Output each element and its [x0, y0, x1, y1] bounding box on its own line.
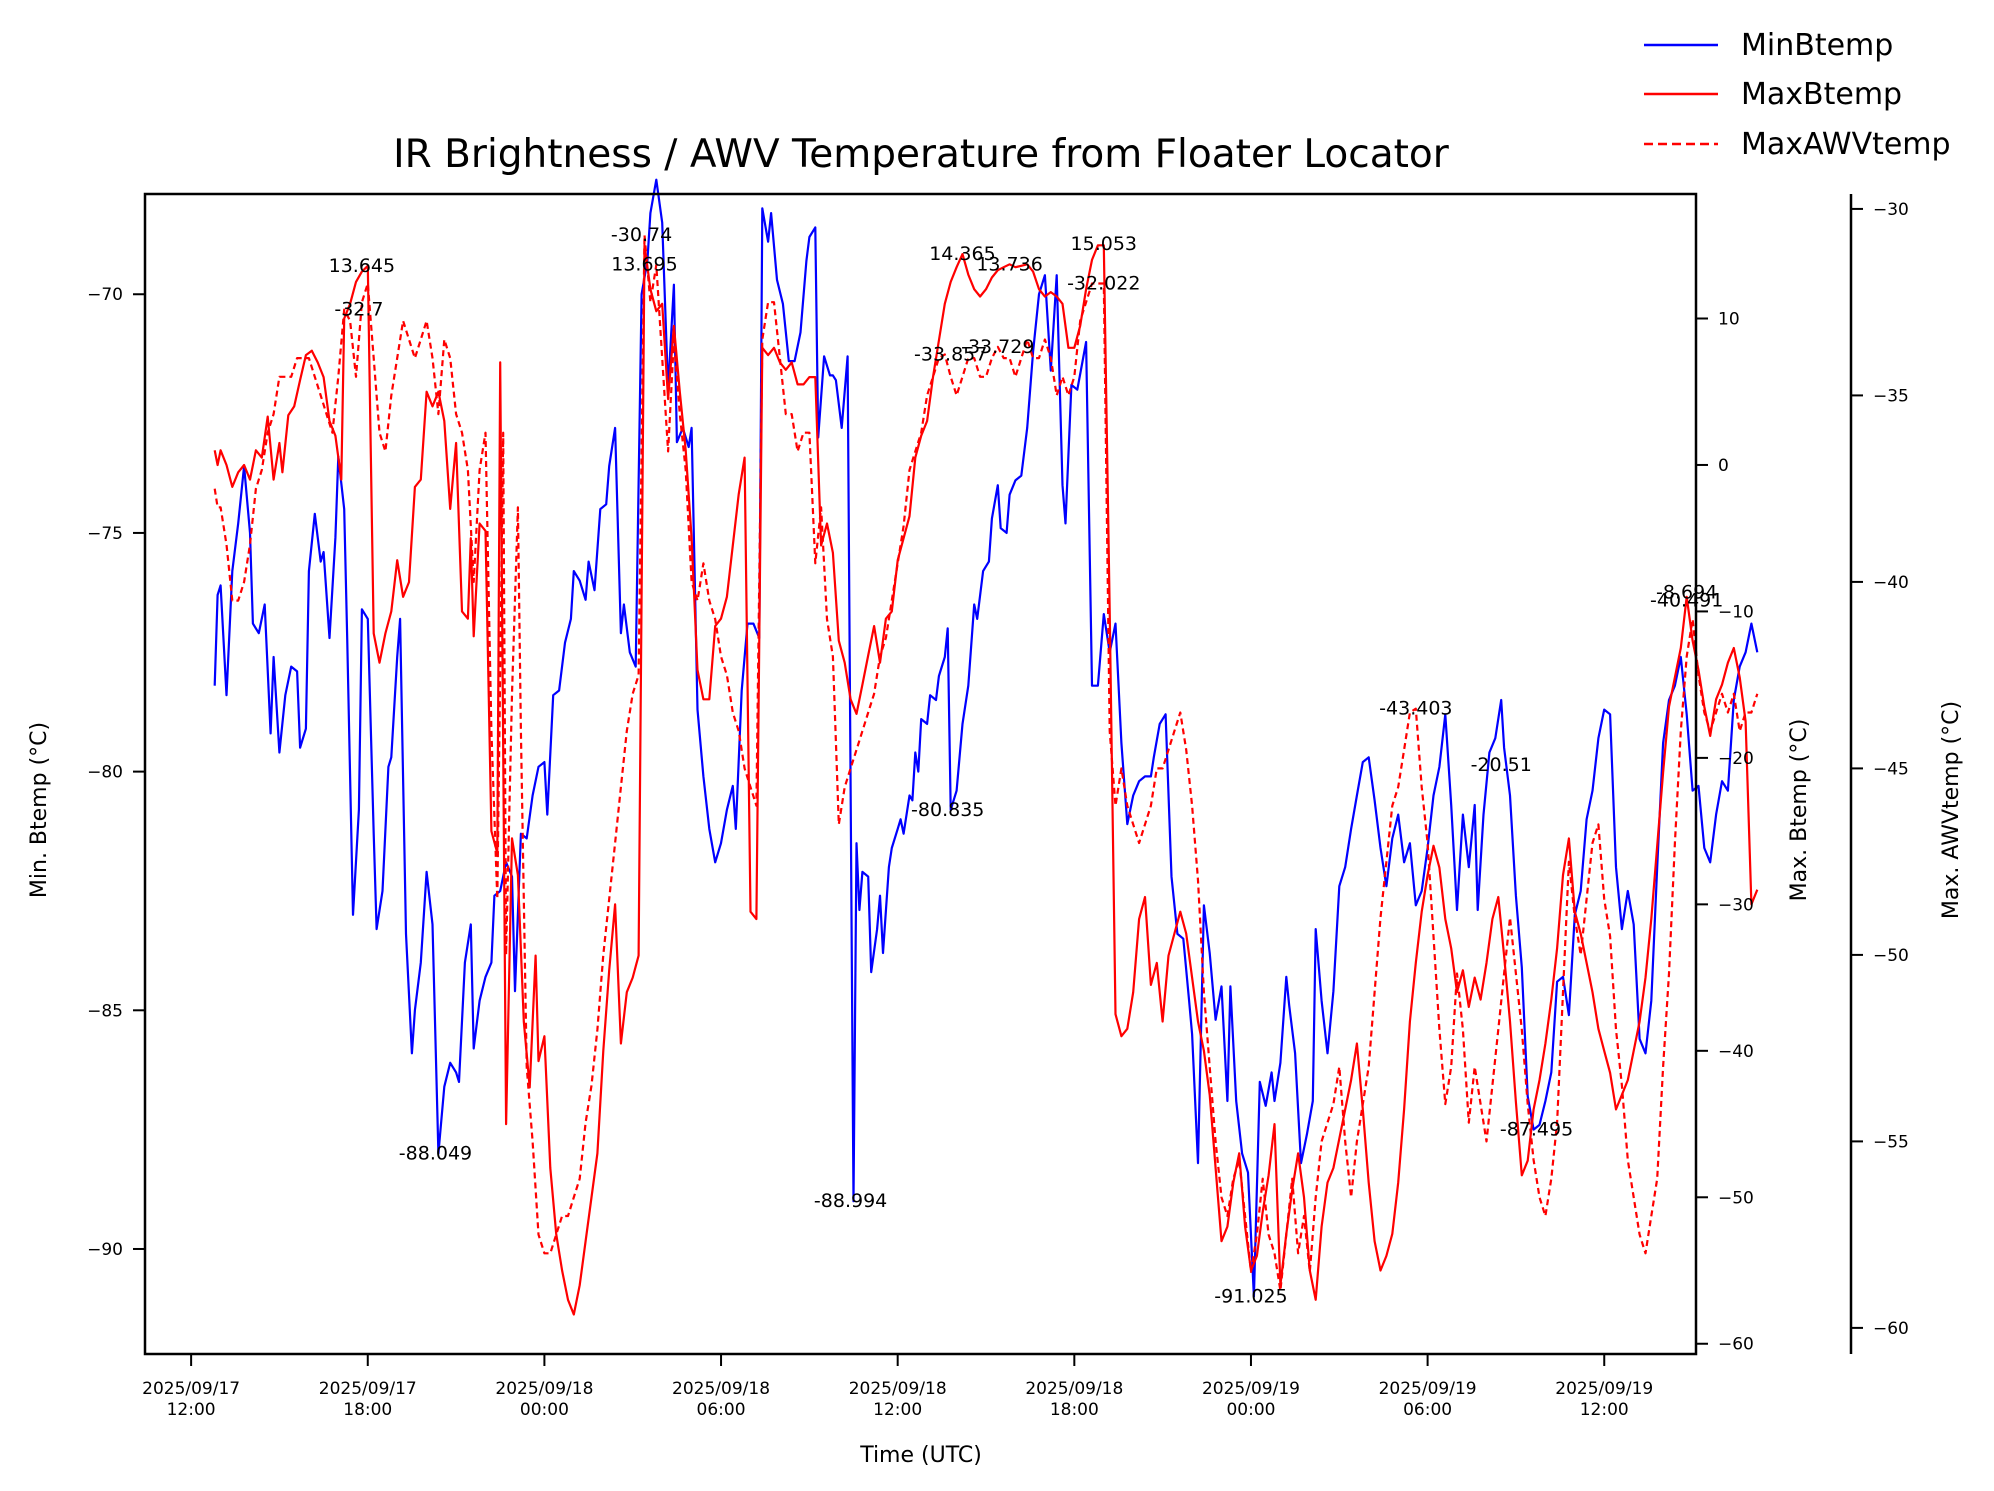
chart-title: IR Brightness / AWV Temperature from Flo… [393, 132, 1450, 177]
y-left-tick-label: −70 [87, 285, 123, 305]
y-left-tick-label: −90 [87, 1240, 123, 1260]
y-right-tick-label: −40 [1718, 1042, 1754, 1062]
data-annotation: -88.049 [399, 1143, 472, 1165]
series-line-maxawvtemp [213, 233, 1759, 1292]
x-tick-label-date: 2025/09/18 [672, 1379, 770, 1399]
x-tick-label-date: 2025/09/17 [142, 1379, 240, 1399]
data-annotation: -40.491 [1650, 590, 1723, 612]
series-layer [213, 178, 1759, 1316]
data-annotation: 14.365 [929, 243, 995, 265]
x-tick-label-time: 18:00 [343, 1400, 392, 1420]
tick-layer: 2025/09/1712:002025/09/1718:002025/09/18… [87, 200, 1909, 1420]
x-tick-label-date: 2025/09/17 [319, 1379, 417, 1399]
x-tick-label-date: 2025/09/19 [1555, 1379, 1653, 1399]
y-right-tick-label: −10 [1718, 602, 1754, 622]
y-right-tick-label: 10 [1718, 309, 1740, 329]
y-far-right-tick-label: −55 [1873, 1132, 1909, 1152]
y-axis-far-right-label: Max. AWVtemp (°C) [1939, 701, 1964, 919]
y-far-right-tick-label: −45 [1873, 759, 1909, 779]
y-right-tick-label: −20 [1718, 749, 1754, 769]
y-left-tick-label: −85 [87, 1001, 123, 1021]
data-annotation: -32.7 [334, 299, 383, 321]
data-annotation: 15.053 [1071, 233, 1137, 255]
x-tick-label-time: 12:00 [167, 1400, 216, 1420]
x-axis-label: Time (UTC) [859, 1443, 982, 1468]
y-far-right-tick-label: −35 [1873, 386, 1909, 406]
data-annotation: 13.645 [329, 255, 395, 277]
annotation-layer: -88.049 -88.994 -80.835 -91.025 -87.495 13.64… [329, 224, 1724, 1308]
x-tick-label-date: 2025/09/18 [849, 1379, 947, 1399]
x-tick-label-time: 06:00 [697, 1400, 746, 1420]
plot-frame [143, 192, 1698, 1356]
y-right-tick-label: 0 [1718, 456, 1729, 476]
legend-label-minbtemp: MinBtemp [1741, 28, 1893, 63]
y-far-right-tick-label: −60 [1873, 1319, 1909, 1339]
x-tick-label-time: 06:00 [1403, 1400, 1452, 1420]
y-axis-right-label: Max. Btemp (°C) [1787, 719, 1812, 902]
data-annotation: -33.857 [914, 343, 987, 365]
series-line-minbtemp [213, 178, 1759, 1298]
y-axis-left-label: Min. Btemp (°C) [27, 722, 52, 898]
x-tick-label-time: 18:00 [1050, 1400, 1099, 1420]
data-annotation: -80.835 [911, 799, 984, 821]
x-tick-label-time: 12:00 [1580, 1400, 1629, 1420]
y-far-right-tick-label: −50 [1873, 946, 1909, 966]
y-right-tick-label: −30 [1718, 895, 1754, 915]
x-tick-label-time: 00:00 [520, 1400, 569, 1420]
data-annotation: 13.695 [611, 253, 677, 275]
data-annotation: 13.736 [976, 253, 1042, 275]
x-tick-label-time: 00:00 [1226, 1400, 1275, 1420]
x-tick-label-date: 2025/09/18 [1025, 1379, 1123, 1399]
x-tick-label-time: 12:00 [873, 1400, 922, 1420]
data-annotation: -33.729 [961, 336, 1034, 358]
data-annotation: -20.51 [1471, 754, 1532, 776]
data-annotation: -43.403 [1379, 698, 1452, 720]
data-annotation: -87.495 [1500, 1119, 1573, 1141]
y-right-tick-label: −50 [1718, 1188, 1754, 1208]
legend-label-maxbtemp: MaxBtemp [1741, 77, 1902, 112]
series-line-maxbtemp [213, 244, 1759, 1316]
data-annotation: -91.025 [1214, 1286, 1287, 1308]
x-tick-label-date: 2025/09/18 [495, 1379, 593, 1399]
y-far-right-tick-label: −30 [1873, 200, 1909, 220]
data-annotation: -8.694 [1656, 581, 1717, 603]
x-tick-label-date: 2025/09/19 [1202, 1379, 1300, 1399]
data-annotation: -32.022 [1067, 273, 1140, 295]
legend: MinBtemp MaxBtemp MaxAWVtemp [1644, 28, 1951, 162]
x-tick-label-date: 2025/09/19 [1379, 1379, 1477, 1399]
data-annotation: -30.74 [611, 224, 672, 246]
legend-label-maxawvtemp: MaxAWVtemp [1741, 127, 1951, 162]
y-left-tick-label: −80 [87, 763, 123, 783]
y-left-tick-label: −75 [87, 524, 123, 544]
y-far-right-tick-label: −40 [1873, 573, 1909, 593]
data-annotation: -88.994 [814, 1190, 887, 1212]
y-right-tick-label: −60 [1718, 1335, 1754, 1355]
